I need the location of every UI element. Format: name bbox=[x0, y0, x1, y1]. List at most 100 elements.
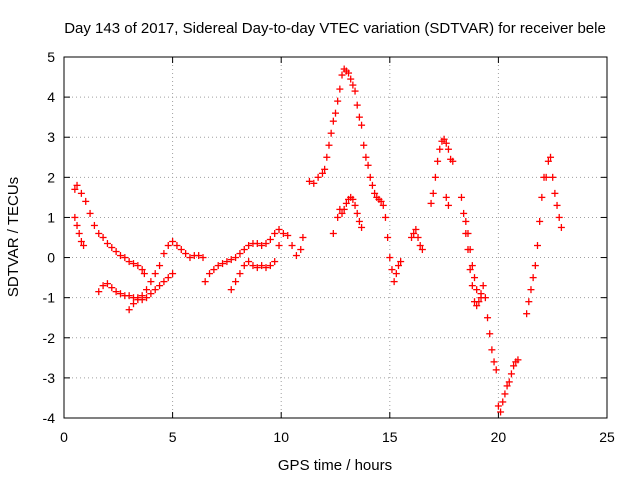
data-point bbox=[477, 294, 485, 302]
data-point bbox=[384, 234, 392, 241]
data-point bbox=[125, 258, 133, 266]
data-point bbox=[553, 201, 561, 209]
data-point bbox=[371, 189, 379, 197]
data-point bbox=[266, 262, 274, 270]
data-point bbox=[271, 229, 279, 237]
data-point bbox=[471, 274, 479, 282]
data-point bbox=[82, 197, 90, 205]
data-point bbox=[116, 252, 124, 260]
y-tick-label: 2 bbox=[47, 169, 55, 185]
data-point bbox=[206, 270, 214, 278]
data-point bbox=[358, 223, 366, 231]
x-axis-label: GPS time / hours bbox=[278, 457, 392, 474]
data-point bbox=[310, 179, 318, 187]
data-point bbox=[73, 181, 81, 189]
data-point bbox=[323, 153, 331, 161]
data-point bbox=[388, 266, 396, 274]
data-point bbox=[214, 262, 222, 270]
data-point bbox=[492, 366, 500, 374]
data-point bbox=[327, 129, 335, 137]
data-point bbox=[80, 242, 88, 250]
data-point bbox=[349, 195, 357, 203]
data-point bbox=[169, 270, 177, 278]
data-point bbox=[355, 217, 363, 225]
data-point bbox=[444, 201, 452, 209]
data-point bbox=[525, 298, 533, 306]
data-point bbox=[164, 274, 172, 282]
data-point bbox=[408, 234, 416, 241]
y-tick-label: 1 bbox=[47, 209, 55, 225]
plot-frame bbox=[63, 56, 608, 419]
data-point bbox=[457, 193, 465, 201]
data-point bbox=[201, 278, 209, 286]
data-point bbox=[332, 109, 339, 117]
x-tick-label: 5 bbox=[169, 429, 177, 445]
data-point bbox=[297, 246, 305, 254]
data-point bbox=[299, 234, 307, 241]
data-point bbox=[379, 201, 387, 209]
data-point bbox=[377, 197, 385, 205]
data-point bbox=[305, 177, 313, 185]
data-point bbox=[358, 121, 366, 129]
data-point bbox=[529, 274, 537, 282]
data-point bbox=[414, 234, 422, 241]
data-point bbox=[245, 242, 253, 250]
data-point bbox=[284, 231, 292, 239]
data-point bbox=[536, 217, 544, 225]
y-tick-label: -4 bbox=[43, 410, 56, 426]
data-point bbox=[318, 169, 326, 177]
data-point bbox=[77, 189, 85, 197]
data-point bbox=[90, 221, 98, 229]
data-point bbox=[360, 141, 368, 149]
data-point bbox=[143, 286, 151, 294]
y-tick-label: 5 bbox=[47, 49, 55, 65]
data-point bbox=[321, 165, 329, 173]
data-point bbox=[444, 145, 452, 153]
data-point bbox=[245, 258, 253, 266]
data-point bbox=[475, 298, 483, 306]
data-point bbox=[507, 370, 515, 378]
data-point bbox=[151, 286, 159, 294]
y-tick-labels: -4 -3 -2 -1 0 1 2 3 4 5 bbox=[43, 49, 56, 426]
data-point bbox=[236, 250, 244, 258]
data-point bbox=[531, 262, 539, 270]
data-point bbox=[140, 270, 148, 278]
data-point bbox=[253, 264, 261, 272]
data-point bbox=[394, 262, 402, 270]
data-point bbox=[355, 113, 363, 121]
data-point bbox=[262, 264, 270, 272]
data-point bbox=[462, 217, 470, 225]
data-point bbox=[484, 314, 492, 322]
data-point bbox=[427, 199, 435, 207]
data-point bbox=[156, 282, 164, 290]
data-point bbox=[147, 290, 155, 298]
data-point bbox=[334, 213, 342, 221]
data-point bbox=[490, 358, 498, 366]
data-point bbox=[440, 135, 448, 143]
data-point bbox=[134, 262, 142, 270]
data-point bbox=[121, 254, 129, 262]
data-point bbox=[542, 173, 550, 181]
data-point bbox=[494, 402, 502, 410]
data-point bbox=[210, 266, 218, 274]
data-point bbox=[468, 282, 476, 290]
y-tick-label: -2 bbox=[43, 330, 56, 346]
data-point bbox=[510, 362, 518, 370]
data-point bbox=[442, 139, 450, 147]
x-tick-label: 25 bbox=[599, 429, 615, 445]
data-point bbox=[147, 278, 155, 286]
data-point bbox=[547, 153, 555, 161]
data-point bbox=[557, 223, 565, 231]
data-point bbox=[473, 286, 481, 294]
data-point bbox=[468, 262, 476, 270]
data-point bbox=[77, 238, 85, 246]
data-point bbox=[99, 282, 107, 290]
data-point bbox=[429, 189, 437, 197]
data-point bbox=[160, 250, 168, 258]
data-point bbox=[108, 284, 116, 292]
data-point bbox=[164, 242, 172, 250]
y-tick-label: -3 bbox=[43, 370, 56, 386]
data-point bbox=[195, 252, 203, 260]
